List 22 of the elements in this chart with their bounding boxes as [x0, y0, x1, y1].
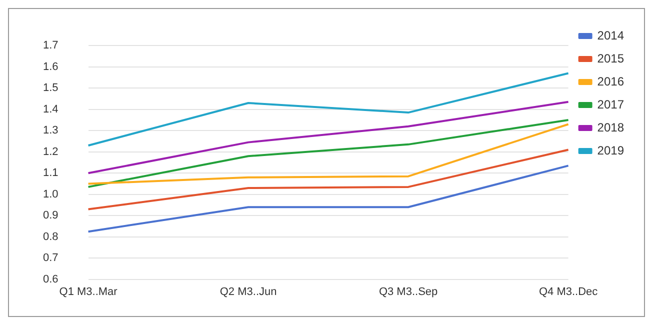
legend-label: 2015	[597, 51, 624, 66]
y-tick-label: 0.8	[42, 230, 58, 243]
y-tick-label: 1.4	[42, 103, 58, 116]
legend-label: 2018	[597, 120, 624, 134]
y-tick-label: 0.6	[42, 273, 58, 286]
x-tick-label: Q3 M3..Sep	[378, 286, 438, 298]
y-tick-label: 1.5	[42, 82, 58, 94]
y-tick-label: 0.9	[42, 210, 58, 222]
x-tick-label: Q4 M3..Dec	[538, 286, 598, 298]
legend-label: 2014	[597, 28, 624, 42]
legend-label: 2019	[597, 143, 624, 158]
legend-label: 2017	[597, 97, 624, 112]
y-tick-label: 1.7	[42, 40, 58, 52]
y-tick-label: 1.3	[42, 124, 58, 137]
y-tick-label: 0.7	[42, 252, 58, 264]
y-tick-label: 1.2	[42, 146, 58, 158]
y-tick-label: 1.1	[42, 167, 58, 180]
y-tick-label: 1.0	[42, 188, 58, 200]
x-tick-label: Q1 M3..Mar	[59, 286, 118, 298]
legend-label: 2016	[597, 74, 624, 88]
y-tick-label: 1.6	[42, 60, 58, 73]
x-tick-label: Q2 M3..Jun	[220, 286, 277, 298]
